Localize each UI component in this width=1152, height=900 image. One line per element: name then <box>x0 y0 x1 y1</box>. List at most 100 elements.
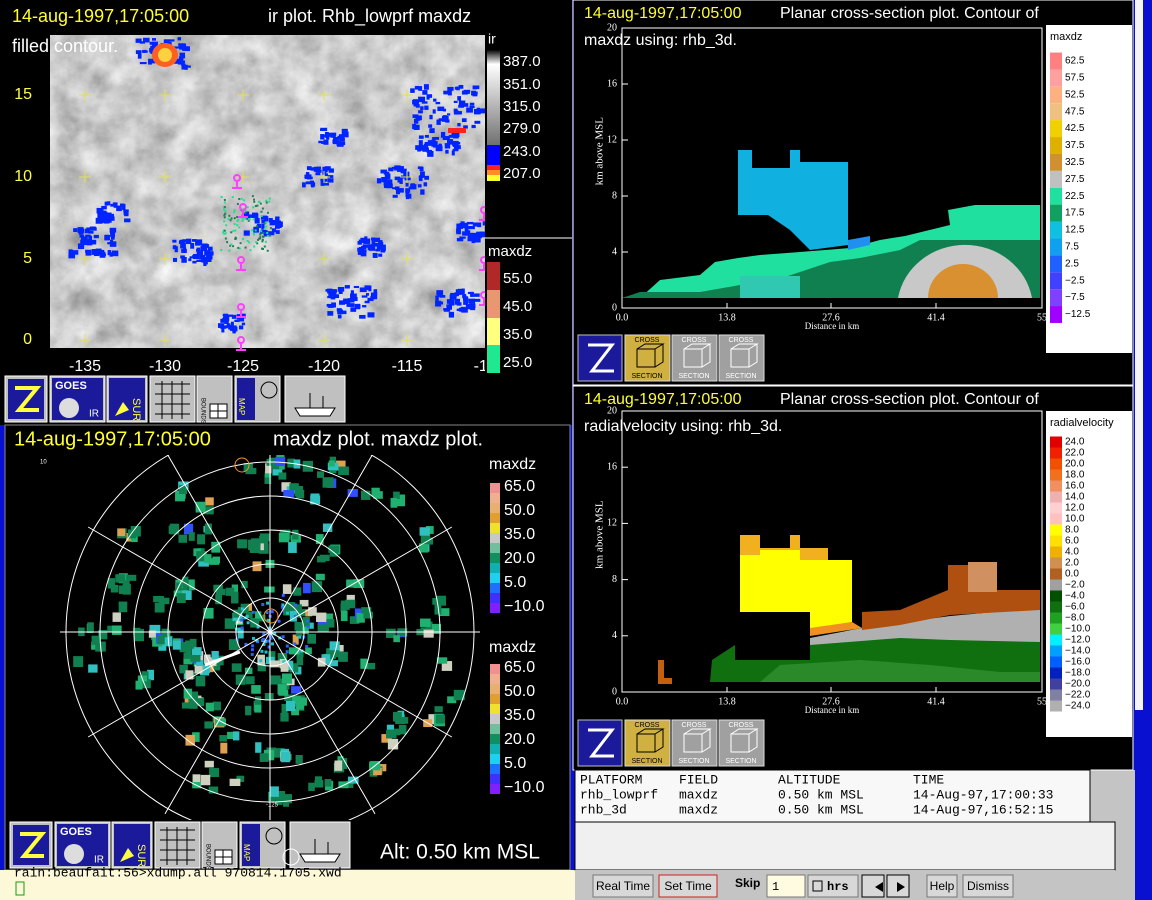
cold-cloud <box>189 256 195 259</box>
cold-cloud <box>410 88 415 93</box>
cold-cloud <box>415 104 420 108</box>
echo <box>317 556 326 563</box>
sur-button[interactable]: SUR <box>111 821 153 869</box>
button[interactable]: Set Time <box>658 874 718 898</box>
echo <box>285 644 289 648</box>
echo <box>245 676 255 685</box>
cold-cloud <box>225 325 229 329</box>
table-cell: 14-Aug-97,17:00:33 <box>913 787 1053 802</box>
echo <box>317 471 325 478</box>
button-face <box>962 874 1014 898</box>
cold-cloud <box>469 102 475 106</box>
echo <box>257 238 260 241</box>
echo <box>224 232 227 235</box>
cold-cloud <box>456 86 460 91</box>
legend-value: −4.0 <box>1065 591 1085 602</box>
ship-button[interactable] <box>284 375 346 423</box>
cold-cloud <box>172 239 177 243</box>
echo <box>292 529 299 540</box>
echo <box>281 673 293 684</box>
button[interactable]: Help <box>926 874 958 898</box>
cross-section-button[interactable]: CROSS SECTION <box>624 334 671 382</box>
cold-cloud <box>181 257 187 263</box>
cursor <box>15 881 25 896</box>
echo <box>254 205 257 208</box>
cold-cloud <box>374 242 380 247</box>
echo <box>269 234 272 237</box>
cold-cloud <box>85 249 92 256</box>
cold-cloud <box>325 289 332 292</box>
map-button[interactable]: MAP <box>234 375 281 423</box>
cold-cloud <box>244 211 250 217</box>
echo <box>285 700 296 712</box>
grid-cross <box>159 171 171 183</box>
cross-section-button[interactable]: CROSS SECTION <box>671 334 718 382</box>
z-button[interactable] <box>577 334 623 382</box>
grid-button[interactable] <box>154 821 201 869</box>
legend-title: ir <box>488 31 496 47</box>
ship-button[interactable] <box>289 821 351 869</box>
sur-button[interactable]: SUR <box>106 375 148 423</box>
bounds-button[interactable]: BOUNDS <box>201 821 238 870</box>
echo <box>256 242 259 245</box>
y-tick-label: 20 <box>607 405 617 416</box>
echo <box>441 661 453 671</box>
echo <box>225 587 235 596</box>
cross-section-button[interactable]: CROSS SECTION <box>718 334 765 382</box>
cold-cloud <box>424 134 429 138</box>
echo <box>302 582 311 594</box>
button-label: SECTION <box>678 758 709 765</box>
cross-section-button[interactable]: CROSS SECTION <box>624 719 671 767</box>
legend-value: 50.0 <box>504 683 535 700</box>
colorbar-swatch <box>1050 535 1062 547</box>
cold-cloud <box>328 168 334 173</box>
cold-cloud <box>446 113 451 116</box>
cube-icon <box>683 343 712 368</box>
arrow-button[interactable] <box>861 874 885 898</box>
contour-region <box>968 562 997 592</box>
echo <box>394 499 405 507</box>
cross-section-button[interactable]: CROSS SECTION <box>718 719 765 767</box>
echo <box>263 227 266 230</box>
cold-cloud <box>178 240 185 244</box>
cold-cloud <box>437 106 445 111</box>
arrow-button[interactable] <box>886 874 910 898</box>
legend-value: 42.5 <box>1065 123 1085 134</box>
button[interactable]: Dismiss <box>962 874 1014 898</box>
button[interactable]: Real Time <box>592 874 654 898</box>
echo <box>334 760 343 771</box>
z-button[interactable] <box>577 719 623 767</box>
echo <box>281 703 288 714</box>
cold-cloud <box>322 166 328 173</box>
echo <box>224 618 236 629</box>
colorbar-swatch <box>1050 153 1062 171</box>
cold-cloud <box>98 213 104 218</box>
button-label: SUR <box>135 844 147 867</box>
map-button[interactable]: MAP <box>239 821 286 869</box>
cross-section-button[interactable]: CROSS SECTION <box>671 719 718 767</box>
goes-button[interactable]: GOES IR <box>49 375 106 423</box>
grid-button[interactable] <box>149 375 196 423</box>
cold-cloud <box>376 245 382 250</box>
cold-cloud <box>276 224 282 228</box>
cold-cloud <box>181 248 187 253</box>
cold-cloud <box>381 176 388 183</box>
step-input[interactable]: 1 <box>766 874 806 898</box>
cold-cloud <box>139 41 146 44</box>
colorbar-swatch <box>487 290 500 318</box>
cold-cloud <box>437 292 443 297</box>
echo <box>242 237 245 240</box>
echo <box>292 634 299 645</box>
bounds-button[interactable]: BOUNDS <box>196 375 233 424</box>
cold-cloud <box>463 299 469 305</box>
colorbar-swatch <box>1050 568 1062 580</box>
z-button[interactable] <box>9 821 53 869</box>
z-glyph <box>588 728 616 758</box>
goes-button[interactable]: GOES IR <box>54 821 111 869</box>
colorbar-swatch <box>1050 255 1062 273</box>
cold-cloud <box>91 249 98 255</box>
y-tick-label: 0 <box>612 686 617 697</box>
z-button[interactable] <box>4 375 48 423</box>
unit-menu[interactable]: hrs <box>807 874 859 898</box>
echo <box>253 198 256 201</box>
